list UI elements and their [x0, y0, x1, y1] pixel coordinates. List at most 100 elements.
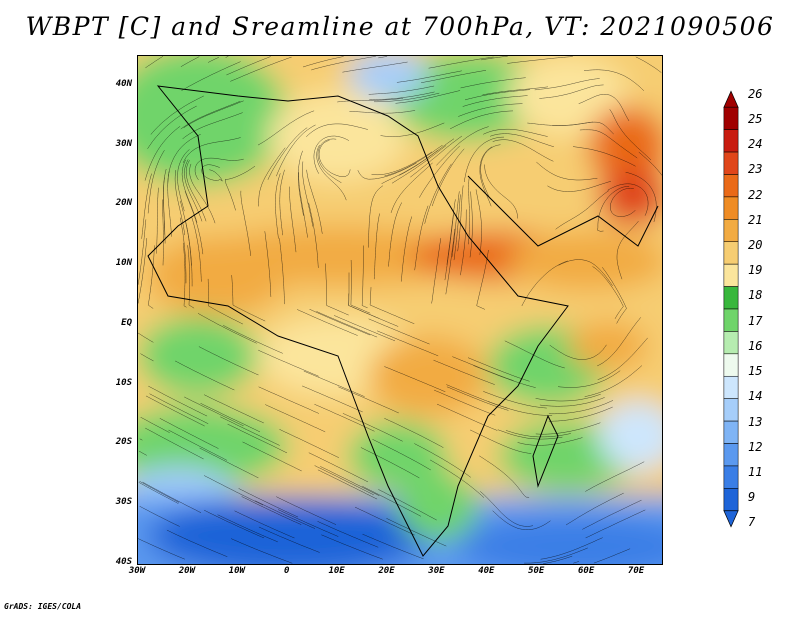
streamline: [257, 110, 315, 146]
streamline: [279, 429, 340, 458]
streamline: [476, 249, 489, 310]
lon-label: 30W: [128, 566, 146, 576]
colorbar-label: 25: [748, 111, 763, 126]
streamline: [468, 178, 470, 245]
colorbar-label: 26: [748, 86, 763, 101]
streamline: [337, 98, 404, 103]
streamline: [138, 219, 147, 285]
streamline: [163, 168, 167, 235]
streamline: [338, 386, 399, 414]
streamline: [585, 509, 646, 539]
streamline: [457, 185, 464, 252]
streamline: [179, 217, 187, 284]
lat-label: EQ: [121, 317, 132, 328]
streamline: [138, 482, 179, 504]
streamline: [199, 447, 259, 479]
streamline: [433, 359, 495, 385]
colorbar-label: 11: [748, 464, 763, 479]
streamline: [184, 396, 244, 427]
streamline: [395, 90, 461, 104]
lon-label: 10E: [328, 566, 345, 576]
weather-map[interactable]: [137, 55, 663, 565]
streamline: [180, 100, 241, 130]
streamline: [372, 439, 431, 471]
streamline: [197, 313, 257, 344]
streamline: [547, 181, 611, 192]
colorbar-bottom-arrow: [723, 510, 739, 528]
streamline: [360, 447, 420, 479]
streamline: [483, 391, 547, 409]
streamline: [609, 109, 652, 161]
colorbar-swatch: [723, 151, 739, 175]
streamline: [148, 385, 208, 417]
streamline: [585, 461, 645, 492]
streamline: [181, 159, 198, 223]
streamline: [584, 365, 643, 397]
streamline: [318, 140, 351, 177]
colorbar-swatch: [723, 331, 739, 355]
streamline: [436, 403, 498, 431]
streamline: [479, 455, 530, 498]
streamline: [597, 337, 648, 380]
streamline: [184, 190, 204, 255]
streamline: [535, 393, 601, 402]
streamline: [507, 56, 573, 64]
streamline: [141, 173, 152, 239]
streamline: [200, 402, 261, 433]
streamline: [429, 459, 485, 498]
streamline: [180, 56, 200, 67]
streamline: [147, 245, 155, 309]
streamline: [187, 245, 195, 309]
streamline: [238, 488, 299, 518]
colorbar-label: 7: [748, 515, 756, 530]
streamline: [490, 133, 554, 148]
wbpt-field: [138, 56, 662, 564]
streamline: [390, 162, 433, 213]
streamline: [354, 506, 415, 536]
streamline: [203, 394, 264, 424]
streamline: [225, 165, 256, 211]
lat-label: 10N: [115, 258, 132, 269]
colorbar-swatch: [723, 129, 739, 153]
colorbar-label: 24: [748, 137, 763, 152]
streamline: [265, 404, 326, 433]
colorbar-swatch: [723, 420, 739, 444]
streamline: [362, 485, 422, 517]
streamline: [149, 393, 209, 425]
streamline: [549, 344, 607, 360]
streamline: [167, 134, 201, 187]
streamline: [391, 145, 447, 184]
streamline: [380, 122, 445, 137]
colorbar-swatch: [723, 196, 739, 220]
colorbar-label: 20: [748, 237, 763, 252]
streamline: [166, 529, 228, 557]
streamline: [342, 413, 403, 442]
streamline: [593, 548, 631, 564]
streamline: [524, 547, 588, 564]
streamline: [419, 145, 460, 198]
streamline: [371, 151, 433, 176]
lon-label: 0: [283, 566, 290, 576]
streamline: [258, 147, 286, 207]
streamline: [234, 510, 295, 539]
streamline: [189, 163, 216, 224]
lat-label: 40S: [115, 557, 132, 567]
streamline: [453, 194, 461, 261]
streamline: [302, 161, 314, 227]
streamline: [139, 505, 180, 527]
streamline: [521, 260, 568, 307]
streamline: [552, 121, 614, 135]
streamline: [279, 169, 285, 236]
colorbar-label: 18: [748, 288, 763, 303]
streamline: [362, 533, 424, 560]
streamline: [464, 89, 531, 101]
colorbar: [723, 90, 739, 528]
streamline: [203, 509, 265, 539]
streamline: [557, 370, 621, 388]
streamline: [539, 84, 604, 99]
streamline: [539, 397, 605, 407]
streamline: [140, 416, 170, 433]
streamline: [226, 56, 271, 76]
streamline: [592, 266, 624, 319]
streamline: [638, 151, 662, 176]
